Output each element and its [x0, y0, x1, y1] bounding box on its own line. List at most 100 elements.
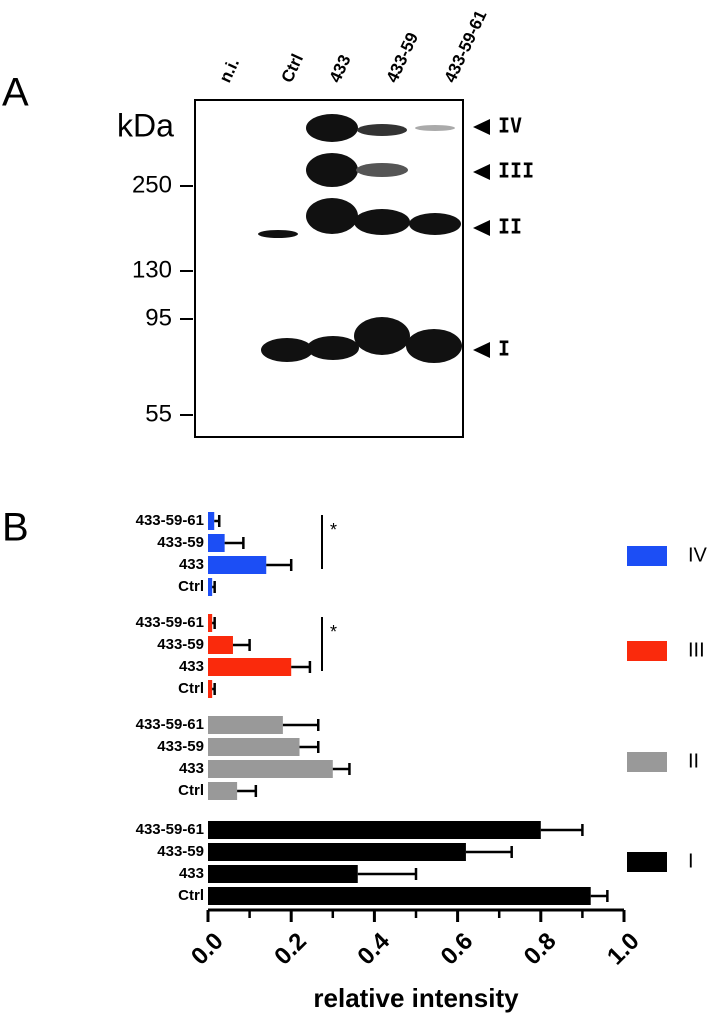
lane-label: 433-59 [382, 30, 422, 86]
band [354, 317, 410, 355]
band-arrow [473, 164, 490, 180]
bar [208, 843, 466, 861]
error-bar [212, 683, 216, 695]
significance-label: * [330, 520, 337, 540]
category-label: Ctrl [178, 578, 204, 595]
band-label: I [498, 337, 510, 361]
band-arrow [473, 342, 490, 358]
marker-label: 95 [145, 304, 172, 331]
category-label: 433 [179, 556, 204, 573]
bar [208, 512, 215, 530]
legend-label: IV [688, 544, 708, 566]
error-bar [291, 661, 312, 673]
band-arrow [473, 220, 490, 236]
legend-swatch [627, 546, 667, 566]
category-label: 433-59-61 [136, 821, 204, 838]
x-tick-label: 1.0 [602, 928, 645, 971]
category-label: 433-59 [157, 738, 204, 755]
x-tick-label: 0.0 [186, 928, 229, 971]
lane-label: 433 [325, 52, 354, 86]
category-label: Ctrl [178, 680, 204, 697]
bar [208, 658, 292, 676]
error-bar [214, 515, 221, 527]
bar [208, 821, 541, 839]
error-bar [212, 617, 216, 629]
significance-label: * [330, 622, 337, 642]
x-tick-label: 0.4 [352, 927, 395, 970]
legend-swatch [627, 641, 667, 661]
legend-swatch [627, 752, 667, 772]
category-label: 433-59 [157, 636, 204, 653]
band-arrow [473, 119, 490, 135]
error-bar [237, 785, 258, 797]
error-bar [224, 537, 245, 549]
band [306, 153, 358, 187]
band [306, 114, 358, 142]
band-label: III [498, 159, 534, 183]
band [357, 124, 407, 136]
x-tick-label: 0.2 [269, 928, 312, 971]
band [356, 163, 408, 177]
bar [208, 614, 213, 632]
category-label: 433-59-61 [136, 716, 204, 733]
band [258, 230, 298, 238]
marker-label: 250 [132, 171, 172, 198]
category-label: 433-59-61 [136, 512, 204, 529]
lane-label: Ctrl [277, 51, 307, 86]
error-bar [332, 763, 351, 775]
error-bar [465, 846, 513, 858]
bar [208, 534, 225, 552]
marker-label: 130 [132, 256, 172, 283]
error-bar [232, 639, 251, 651]
blot-bands [258, 114, 462, 363]
error-bar [357, 868, 418, 880]
category-label: 433-59-61 [136, 614, 204, 631]
blot-frame [194, 99, 464, 438]
band [406, 329, 462, 363]
panel-label: A [2, 71, 29, 115]
marker-label: 55 [145, 400, 172, 427]
x-tick-label: 0.8 [519, 928, 562, 971]
bar [208, 636, 233, 654]
bar [208, 760, 333, 778]
error-bar [212, 581, 216, 593]
bar [208, 865, 358, 883]
band-label: IV [498, 114, 522, 138]
band [415, 125, 455, 131]
legend-label: II [688, 750, 699, 772]
panel-label: B [2, 506, 29, 550]
bar [208, 716, 283, 734]
bar [208, 556, 267, 574]
band [306, 198, 358, 234]
lane-label: n.i. [215, 55, 243, 85]
legend-swatch [627, 852, 667, 872]
band [409, 213, 461, 235]
category-label: 433 [179, 760, 204, 777]
bar [208, 782, 238, 800]
category-label: 433-59 [157, 843, 204, 860]
bar [208, 680, 213, 698]
unit-label: kDa [117, 107, 174, 143]
legend-label: I [688, 850, 694, 872]
bar [208, 578, 213, 596]
band [261, 338, 313, 362]
bar [208, 738, 300, 756]
error-bar [266, 559, 293, 571]
error-bar [590, 890, 609, 902]
category-label: 433 [179, 865, 204, 882]
lane-label: 433-59-61 [440, 7, 490, 85]
category-label: 433-59 [157, 534, 204, 551]
category-label: Ctrl [178, 887, 204, 904]
band [307, 336, 359, 360]
band-label: II [498, 215, 522, 239]
error-bar [540, 824, 584, 836]
category-label: 433 [179, 658, 204, 675]
bar [208, 887, 591, 905]
error-bar [282, 719, 320, 731]
error-bar [299, 741, 320, 753]
legend-label: III [688, 639, 705, 661]
category-label: Ctrl [178, 782, 204, 799]
x-axis-label: relative intensity [313, 983, 519, 1013]
band [354, 209, 410, 235]
